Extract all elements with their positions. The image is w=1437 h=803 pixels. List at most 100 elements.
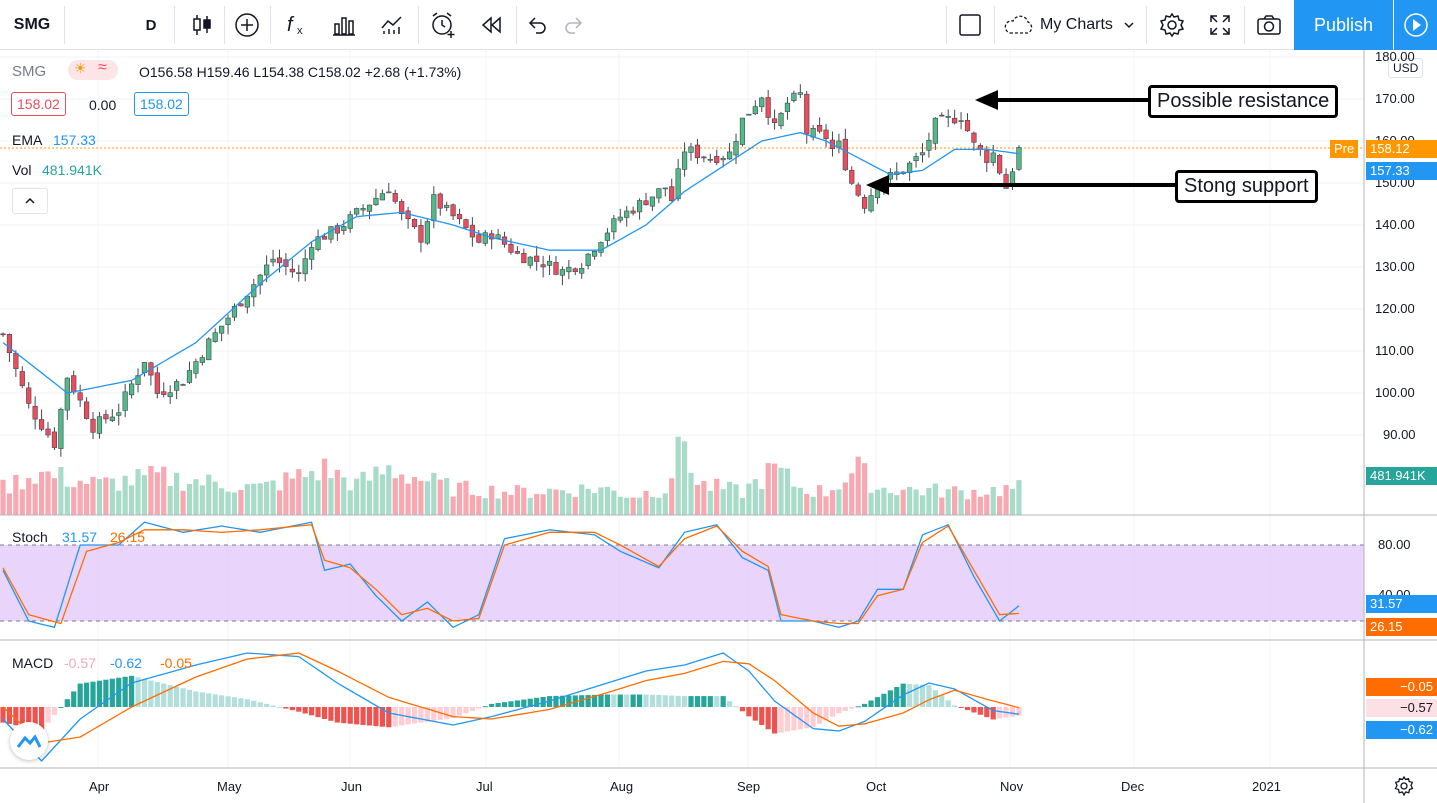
macd-hist-bar — [681, 696, 688, 707]
candle-body — [675, 168, 681, 200]
redo-button[interactable] — [556, 0, 592, 50]
publish-button[interactable]: Publish — [1294, 0, 1393, 50]
macd-hist-bar — [174, 686, 180, 707]
chart-style-button[interactable] — [182, 0, 222, 50]
templates-button[interactable] — [370, 0, 414, 50]
candle-body — [868, 195, 874, 212]
volume-bar — [907, 486, 913, 515]
ema-label: EMA — [12, 132, 43, 148]
compare-button[interactable] — [226, 0, 268, 50]
candle-body — [199, 357, 205, 363]
macd-hist-bar — [45, 707, 51, 723]
macd-hist-tag: −0.57 — [1366, 699, 1437, 717]
collapse-legend-button[interactable] — [12, 188, 48, 214]
price-tick: 100.00 — [1375, 385, 1415, 400]
volume-bar — [347, 490, 353, 515]
volume-bar — [733, 484, 739, 515]
candle-body — [759, 97, 765, 108]
macd-hist-bar — [964, 707, 971, 711]
volume-bar — [302, 477, 308, 515]
macd-hist-bar — [366, 707, 373, 726]
currency-label[interactable]: USD — [1388, 58, 1424, 78]
play-button[interactable] — [1394, 0, 1437, 50]
layout-button[interactable] — [950, 0, 990, 50]
candle-body — [566, 266, 572, 273]
volume-bar — [77, 480, 83, 515]
time-tick: Nov — [1000, 779, 1024, 794]
my-charts-button[interactable]: My Charts — [998, 0, 1144, 50]
candle-body — [135, 375, 141, 385]
volume-bar — [444, 478, 450, 515]
volume-bar — [405, 483, 411, 515]
resistance-callout[interactable]: Possible resistance — [1148, 85, 1339, 118]
volume-bar — [746, 483, 752, 515]
candle-body — [83, 401, 90, 419]
candle-body — [964, 120, 971, 132]
stoch-tick: 80.00 — [1378, 537, 1411, 552]
volume-bar — [366, 480, 373, 515]
candle-body — [926, 139, 932, 151]
symbol-search-button[interactable]: SMG — [13, 16, 51, 33]
volume-bar — [418, 480, 424, 515]
settings-button[interactable] — [1150, 0, 1194, 50]
financials-button[interactable] — [322, 0, 366, 50]
macd-hist-bar — [810, 707, 816, 728]
time-axis-settings-button[interactable] — [1394, 775, 1414, 801]
macd-hist-bar — [270, 705, 276, 707]
macd-hist-bar — [495, 703, 501, 707]
volume-bar — [231, 492, 238, 515]
market-status-badge[interactable]: ☀ ≈ — [68, 59, 118, 80]
candle-body — [842, 138, 848, 171]
volume-bar — [64, 486, 70, 515]
time-tick: Jul — [476, 779, 493, 794]
candle-body — [971, 132, 977, 143]
ask-price[interactable]: 158.02 — [134, 92, 189, 116]
volume-bar — [424, 481, 430, 515]
volume-bar — [591, 493, 598, 515]
volume-bar — [553, 489, 559, 515]
candle-body — [952, 117, 958, 124]
fullscreen-button[interactable] — [1198, 0, 1242, 50]
macd-hist-bar — [206, 693, 212, 707]
candle-body — [64, 377, 70, 411]
volume-bar — [386, 465, 392, 515]
snapshot-button[interactable] — [1248, 0, 1290, 50]
macd-hist-bar — [103, 679, 109, 707]
support-callout[interactable]: Stong support — [1175, 170, 1318, 203]
macd-hist-bar — [868, 700, 874, 707]
macd-hist-bar — [456, 707, 463, 716]
volume-bar — [669, 478, 675, 515]
time-tick: May — [217, 779, 242, 794]
volume-bar — [219, 488, 225, 515]
toolbar-divider — [270, 6, 271, 44]
interval-button[interactable]: D — [145, 16, 157, 34]
bid-price[interactable]: 158.02 — [11, 92, 66, 116]
replay-button[interactable] — [470, 0, 514, 50]
volume-bar — [849, 473, 855, 515]
macd-hist-bar — [482, 706, 488, 708]
candle-body — [431, 194, 437, 222]
candle-body — [161, 391, 167, 395]
volume-bar — [141, 475, 148, 515]
time-tick: Apr — [89, 779, 110, 794]
macd-hist-bar — [476, 707, 482, 709]
time-tick: Jun — [341, 779, 362, 794]
undo-button[interactable] — [518, 0, 556, 50]
candle-body — [791, 92, 797, 101]
alert-button[interactable] — [420, 0, 466, 50]
volume-bar — [135, 469, 141, 515]
tradingview-logo[interactable] — [10, 722, 48, 760]
macd-hist-bar — [386, 707, 392, 728]
time-tick: Dec — [1121, 779, 1145, 794]
macd-hist-bar — [508, 701, 514, 707]
candle-body — [855, 184, 861, 196]
candle-body — [849, 169, 855, 184]
volume-bar — [476, 496, 482, 515]
candle-body — [424, 221, 430, 244]
macd-hist-bar — [411, 707, 418, 724]
macd-hist-bar — [6, 707, 13, 724]
macd-hist-bar — [109, 678, 115, 707]
price-chart[interactable] — [0, 50, 1437, 803]
candle-body — [643, 200, 649, 206]
